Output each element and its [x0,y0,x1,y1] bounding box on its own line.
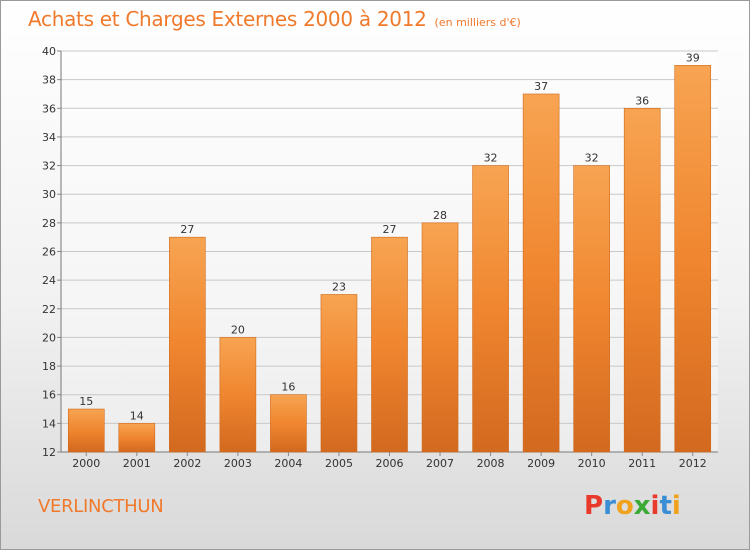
y-tick-label: 36 [42,102,56,115]
y-tick-label: 26 [42,246,56,259]
x-tick-label: 2001 [123,457,151,470]
y-tick-label: 34 [42,131,56,144]
y-tick-label: 38 [42,74,56,87]
logo-letter: r [603,491,616,521]
x-tick-label: 2005 [325,457,353,470]
logo-letter: x [633,491,651,521]
bar [219,337,257,453]
y-tick-label: 40 [42,45,56,58]
bar [573,165,610,453]
logo-letter: P [584,491,604,521]
data-label: 36 [635,94,649,107]
x-tick-label: 2004 [274,457,302,470]
data-label: 32 [484,152,498,165]
x-tick-label: 2003 [224,457,252,470]
chart-title: Achats et Charges Externes 2000 à 2012 [28,7,427,31]
x-tick-label: 2006 [376,457,404,470]
bar [522,93,560,453]
proxiti-logo: Proxiti [584,491,681,521]
data-label: 27 [383,223,397,236]
commune-name: VERLINCTHUN [38,496,164,517]
y-tick-label: 28 [42,217,56,230]
logo-letter: t [659,491,672,521]
data-label: 16 [281,381,295,394]
y-tick-label: 24 [42,274,56,287]
x-tick-label: 2008 [477,457,505,470]
y-tick-label: 32 [42,160,56,173]
bar [674,65,712,453]
y-tick-label: 16 [42,389,56,402]
y-tick-label: 20 [42,331,56,344]
data-label: 39 [686,51,700,64]
y-tick-label: 14 [42,417,56,430]
data-label: 20 [231,323,245,336]
x-tick-label: 2010 [578,457,606,470]
x-tick-label: 2002 [173,457,201,470]
x-tick-label: 2000 [72,457,100,470]
x-tick-label: 2009 [527,457,555,470]
x-tick-label: 2011 [628,457,656,470]
bar [472,165,509,453]
y-tick-label: 18 [42,360,56,373]
y-tick-label: 22 [42,303,56,316]
logo-letter: i [671,491,681,521]
data-label: 32 [585,152,599,165]
data-label: 23 [332,280,346,293]
data-label: 14 [130,409,144,422]
data-label: 37 [534,80,548,93]
bar [421,222,459,453]
bar [169,236,206,453]
bar [270,394,307,453]
y-tick-label: 12 [42,446,56,459]
bar [118,423,156,453]
chart-subtitle: (en milliers d'€) [434,16,521,29]
x-tick-label: 2007 [426,457,454,470]
data-label: 28 [433,209,447,222]
data-label: 27 [180,223,194,236]
logo-letter: i [650,491,660,521]
chart-title-block: Achats et Charges Externes 2000 à 2012 (e… [28,7,521,31]
x-tick-label: 2012 [679,457,707,470]
bar [623,107,661,453]
bar [67,408,105,453]
data-label: 15 [79,395,93,408]
logo-letter: o [615,491,634,521]
bar [371,236,408,453]
bar [320,294,358,453]
y-tick-label: 30 [42,188,56,201]
